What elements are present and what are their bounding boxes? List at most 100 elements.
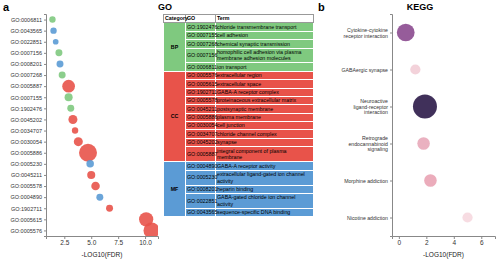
go-id-cell: GO:0007268 [186,40,216,48]
y-tick-mark [44,230,46,231]
x-tick-label: 5.0 [87,239,96,246]
y-tick: GO:0005576 [11,228,47,234]
y-tick: GO:0007155 [11,95,47,101]
y-tick: GO:0005578 [11,183,47,189]
points [397,24,473,223]
y-tick-mark [44,31,46,32]
y-tick-label: GO:0005578 [11,183,43,189]
go-id-cell: GO:0045211 [186,105,216,113]
y-tick: GO:0005615 [11,217,47,223]
y-tick-mark [390,218,392,219]
x-tick-label: 10.0 [139,239,152,246]
y-tick: Retrogradeendocannabinoidsignaling [348,135,392,152]
y-tick-label: Nicotine addiction [347,215,388,221]
term-cell: postsynaptic membrane [216,105,314,113]
table-row: GO:0043565sequence-specific DNA binding [164,208,314,216]
y-tick-label: GO:0007156 [11,50,43,56]
title: KEGG [407,2,434,12]
go-id-cell: GO:0005886 [186,113,216,121]
y-tick: GO:1902711 [11,206,46,212]
y-tick-label-line: signaling [368,146,389,152]
go-id-cell: GO:0004890 [186,162,216,170]
point [413,95,437,119]
x-axis: 0246 [393,236,496,246]
y-tick-label: GO:0022851 [11,39,43,45]
y-tick: GABAergic synapse [342,67,392,73]
table-row: GO:0007268chemical synaptic transmission [164,40,314,48]
go-id-cell: GO:0034707 [186,130,216,138]
y-tick-label: GO:0004890 [11,194,43,200]
point [53,39,59,45]
term-cell: cell junction [216,122,314,130]
y-tick-mark [390,70,392,71]
y-tick-mark [390,181,392,182]
y-tick-mark [44,153,46,154]
term-cell: homophilic cell adhesion via plasma memb… [216,48,314,63]
table-row: GO:0022851GABA-gated chloride ion channe… [164,193,314,208]
y-tick-label: Morphine addiction [344,178,388,184]
y-tick-label: GO:0030054 [11,139,43,145]
table-row: GO:0034707chloride channel complex [164,130,314,138]
y-tick-mark [44,208,46,209]
go-id-cell: GO:0030054 [186,122,216,130]
y-tick-mark [44,119,46,120]
table-row: BPGO:1902476chloride transmembrane trans… [164,23,314,31]
y-tick-label: Neuroactiveligand-receptorinteraction [353,98,388,115]
y-tick: Neuroactiveligand-receptorinteraction [353,98,392,115]
point [68,115,77,124]
y-tick-label: GO:0045211 [11,172,42,178]
term-cell: chloride channel complex [216,130,314,138]
go-id-cell: GO:1902476 [186,23,216,31]
table-row: GO:0005887integral component of plasma m… [164,147,314,162]
y-tick-label: GO:0005886 [11,150,43,156]
table-row: GO:0005230extracellular ligand-gated ion… [164,170,314,185]
term-cell: sequence-specific DNA binding [216,208,314,216]
y-tick-label: Cytokine-cytokinereceptor interaction [344,27,389,39]
y-tick-label: GO:0005615 [11,217,43,223]
y-tick-label: GO:0034707 [11,128,43,134]
go-table-box: CategoryGOTermBPGO:1902476chloride trans… [163,14,313,217]
table-row: GO:0005886plasma membrane [164,113,314,121]
point [67,105,74,112]
category-cell: MF [164,162,186,217]
x-axis: 2.5 5.0 7.5 10.0 [47,236,159,246]
y-tick: Cytokine-cytokinereceptor interaction [344,27,392,39]
y-tick-mark [44,186,46,187]
y-tick-label: GO:0005887 [11,83,43,89]
point [65,93,73,101]
point [462,212,472,222]
header-cell: Category [164,15,186,23]
y-tick-mark [44,131,46,132]
term-cell: extracellular ligand-gated ion channel a… [216,170,314,185]
go-id-cell: GO:0005615 [186,80,216,88]
panel-0: 2.55.07.510.0GO:0006811GO:0043565GO:0022… [11,15,160,246]
table-row: GO:1902711GABA-A receptor complex [164,88,314,96]
x-tick: 7.5 [114,236,123,246]
y-axis: GO:0006811GO:0043565GO:0022851GO:0007156… [11,15,47,237]
term-cell: proteinaceous extracellular matrix [216,96,314,104]
term-cell: chloride transmembrane transport [216,23,314,31]
point [79,144,97,162]
go-id-cell: GO:0005887 [186,147,216,162]
go-id-cell: GO:1902711 [186,88,216,96]
go-id-cell: GO:0043565 [186,208,216,216]
x-tick-label: 6 [480,239,484,246]
header-cell: Term [216,15,314,23]
y-tick: GO:0008201 [11,61,47,67]
y-tick-label: GO:0007155 [11,95,43,101]
y-tick: GO:0034707 [11,128,47,134]
table-row: CCGO:0005576extracellular region [164,71,314,79]
term-cell: heparin binding [216,185,314,193]
y-tick-mark [44,75,46,76]
y-tick-label-line: interaction [364,109,388,115]
y-tick-mark [44,197,46,198]
table-row: GO:0030054cell junction [164,122,314,130]
points [49,16,158,236]
y-tick-mark [44,219,46,220]
point [57,60,64,67]
x-tick-label: 2.5 [60,239,69,246]
go-id-cell: GO:0007155 [186,31,216,39]
y-tick: GO:0022851 [11,39,47,45]
y-tick-mark [44,97,46,98]
y-tick-label-line: receptor interaction [344,33,389,39]
